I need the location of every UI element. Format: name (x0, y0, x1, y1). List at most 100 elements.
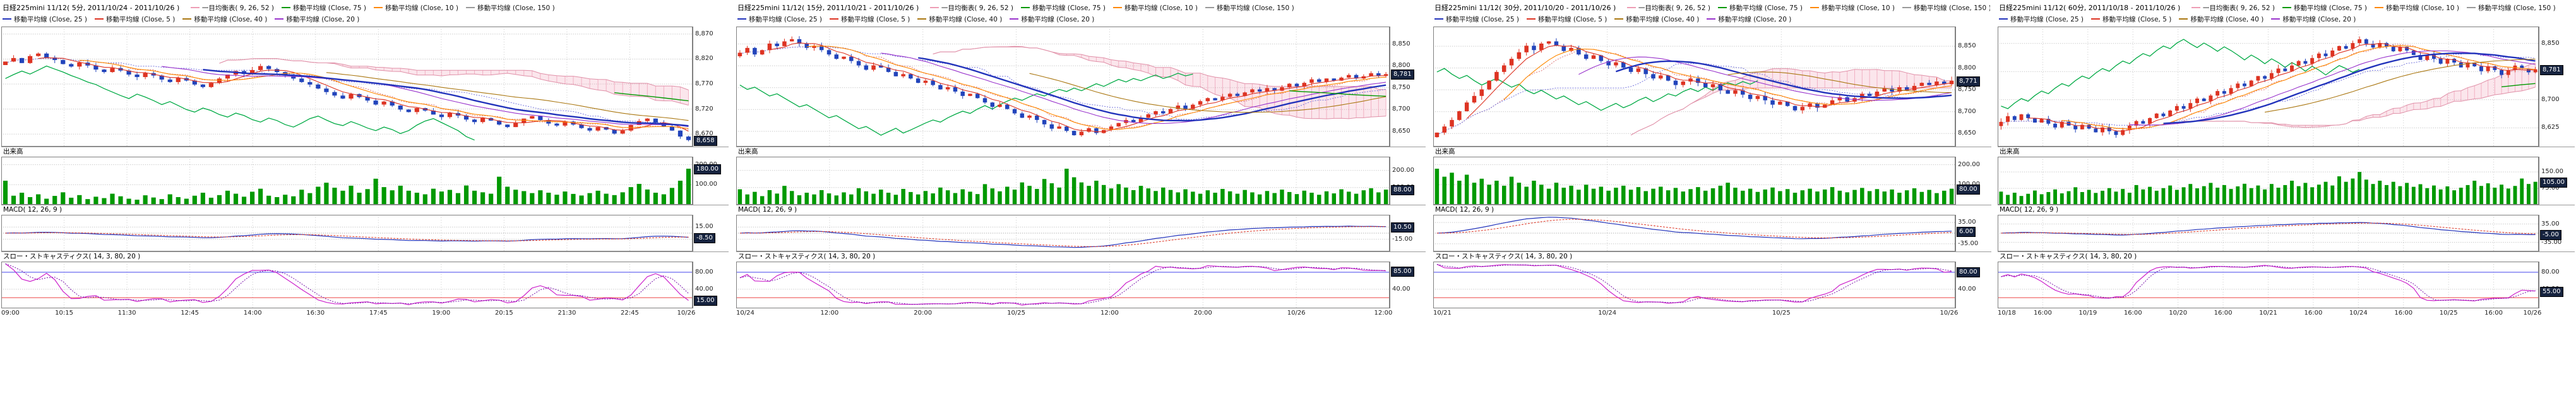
stochastics-chart[interactable] (736, 262, 1390, 308)
legend-label: 移動平均線 (Close, 40 ) (194, 16, 268, 23)
volume-chart[interactable] (1433, 157, 1955, 205)
time-axis-label: 16:30 (306, 310, 325, 317)
price-tick-label: 8,750 (1958, 86, 1976, 94)
legend-item: 移動平均線 (Close, 10 ) (1810, 4, 1895, 12)
macd-tick-label: 15.00 (695, 223, 713, 231)
legend-label: 一目均衡表( 9, 26, 52 ) (941, 4, 1013, 12)
price-tick-label: 8,700 (1958, 107, 1976, 115)
volume-chart[interactable] (736, 157, 1390, 205)
macd-chart[interactable] (736, 215, 1390, 251)
time-axis-label: 10/21 (1433, 310, 1452, 317)
legend-item: 移動平均線 (Close, 75 ) (2282, 4, 2367, 12)
price-tick-label: 8,625 (2541, 124, 2560, 131)
legend-item: 移動平均線 (Close, 40 ) (917, 16, 1002, 23)
last-price-badge: 8,771 (1957, 76, 1980, 87)
time-axis-label: 10/25 (1772, 310, 1791, 317)
price-tick-label: 8,750 (1392, 83, 1410, 91)
macd-chart[interactable] (1433, 215, 1955, 251)
last-price-badge: 8,781 (1391, 70, 1414, 80)
stoch-tick-label: 40.00 (695, 285, 713, 293)
macd-axis: 35.00 -35.00 -5.00 (2539, 215, 2574, 251)
price-tick-label: 8,850 (1392, 40, 1410, 47)
chart-title: 日経225mini 11/12( 15分, 2011/10/21 - 2011/… (737, 4, 919, 12)
macd-label: MACD( 12, 26, 9 ) (736, 205, 1426, 215)
macd-tick-label: -35.00 (1958, 239, 1979, 247)
stochastics-chart[interactable] (1, 262, 693, 308)
chart-header: 日経225mini 11/12( 30分, 2011/10/20 - 2011/… (1433, 1, 1991, 27)
line-color-swatch (95, 18, 104, 20)
time-axis-label: 14:00 (243, 310, 262, 317)
volume-axis: 150.00 75.00 105.00 (2539, 157, 2574, 205)
price-tick-label: 8,800 (1392, 62, 1410, 70)
macd-label: MACD( 12, 26, 9 ) (1, 205, 729, 215)
stochastics-chart[interactable] (1433, 262, 1955, 308)
legend-item: 一目均衡表( 9, 26, 52 ) (1626, 4, 1710, 12)
legend-item: 移動平均線 (Close, 75 ) (1020, 4, 1106, 12)
legend-label: 移動平均線 (Close, 20 ) (2282, 16, 2356, 23)
volume-chart[interactable] (1998, 157, 2539, 205)
time-axis-label: 10/26 (1287, 310, 1306, 317)
legend-label: 移動平均線 (Close, 5 ) (2102, 16, 2172, 23)
macd-chart[interactable] (1, 215, 693, 251)
stoch-pane: 80.00 40.00 15.00 (1, 262, 729, 308)
stoch-tick-label: 40.00 (1958, 285, 1976, 293)
stoch-label: スロー・ストキャスティクス( 14, 3, 80, 20 ) (736, 251, 1426, 262)
line-color-swatch (1626, 6, 1636, 8)
legend-item: 移動平均線 (Close, 40 ) (1614, 16, 1699, 23)
price-axis: 8,870 8,820 8,770 8,720 8,670 8,658 (693, 27, 728, 147)
legend-item: 移動平均線 (Close, 25 ) (3, 16, 87, 23)
legend-item: 移動平均線 (Close, 20 ) (1707, 16, 1791, 23)
time-axis-label: 10/26 (2523, 310, 2542, 317)
legend-label: 移動平均線 (Close, 20 ) (286, 16, 360, 23)
line-color-swatch (917, 18, 927, 20)
legend-label: 移動平均線 (Close, 40 ) (2190, 16, 2264, 23)
time-axis: 09:00 10:15 11:30 12:45 14:00 16:30 17:45 19:00… (1, 308, 729, 320)
volume-chart[interactable] (1, 157, 693, 205)
legend-item: 移動平均線 (Close, 5 ) (95, 16, 175, 23)
macd-label: MACD( 12, 26, 9 ) (1998, 205, 2575, 215)
price-tick-label: 8,650 (1958, 130, 1976, 137)
candlestick-chart[interactable] (736, 27, 1390, 147)
last-price-badge: 8,781 (2540, 64, 2563, 75)
price-tick-label: 8,720 (695, 105, 713, 112)
stoch-label: スロー・ストキャスティクス( 14, 3, 80, 20 ) (1433, 251, 1991, 262)
volume-tick-label: 200.00 (1392, 166, 1414, 174)
line-color-swatch (830, 18, 839, 20)
price-tick-label: 8,650 (1392, 127, 1410, 135)
chart-panel: 日経225mini 11/12( 30分, 2011/10/20 - 2011/… (1433, 1, 1991, 320)
time-axis-label: 10/26 (677, 310, 696, 317)
legend-item: 移動平均線 (Close, 40 ) (2179, 16, 2263, 23)
legend-label: 移動平均線 (Close, 20 ) (1718, 16, 1792, 23)
time-axis-label: 20:15 (494, 310, 513, 317)
macd-tick-label: -35.00 (2541, 238, 2562, 246)
chart-title: 日経225mini 11/12( 60分, 2011/10/18 - 2011/… (1999, 4, 2181, 12)
time-axis-label: 10/24 (2349, 310, 2368, 317)
candlestick-chart[interactable] (1998, 27, 2539, 147)
candlestick-chart[interactable] (1, 27, 693, 147)
macd-axis: 35.00 -35.00 6.00 (1955, 215, 1991, 251)
time-axis-label: 10/24 (1598, 310, 1617, 317)
time-axis-label: 12:45 (181, 310, 200, 317)
line-color-swatch (373, 6, 383, 8)
legend-item: 移動平均線 (Close, 10 ) (2374, 4, 2459, 12)
macd-chart[interactable] (1998, 215, 2539, 251)
candlestick-chart[interactable] (1433, 27, 1955, 147)
stoch-tick-label: 40.00 (1392, 285, 1410, 293)
legend-item: 移動平均線 (Close, 20 ) (275, 16, 359, 23)
price-tick-label: 8,770 (695, 80, 713, 88)
stochastics-chart[interactable] (1998, 262, 2539, 308)
legend-item: 一目均衡表( 9, 26, 52 ) (190, 4, 274, 12)
time-axis-label: 10/25 (2439, 310, 2458, 317)
legend-label: 移動平均線 (Close, 150 ) (2478, 4, 2556, 12)
legend-label: 一目均衡表( 9, 26, 52 ) (2202, 4, 2275, 12)
legend-item: 移動平均線 (Close, 150 ) (1205, 4, 1294, 12)
legend-row-1: 日経225mini 11/12( 60分, 2011/10/18 - 2011/… (1999, 3, 2573, 14)
price-tick-label: 8,670 (695, 130, 713, 138)
last-volume-badge: 105.00 (2540, 177, 2567, 188)
last-stoch-badge: 55.00 (2540, 286, 2563, 297)
stoch-tick-label: 80.00 (2541, 268, 2560, 275)
